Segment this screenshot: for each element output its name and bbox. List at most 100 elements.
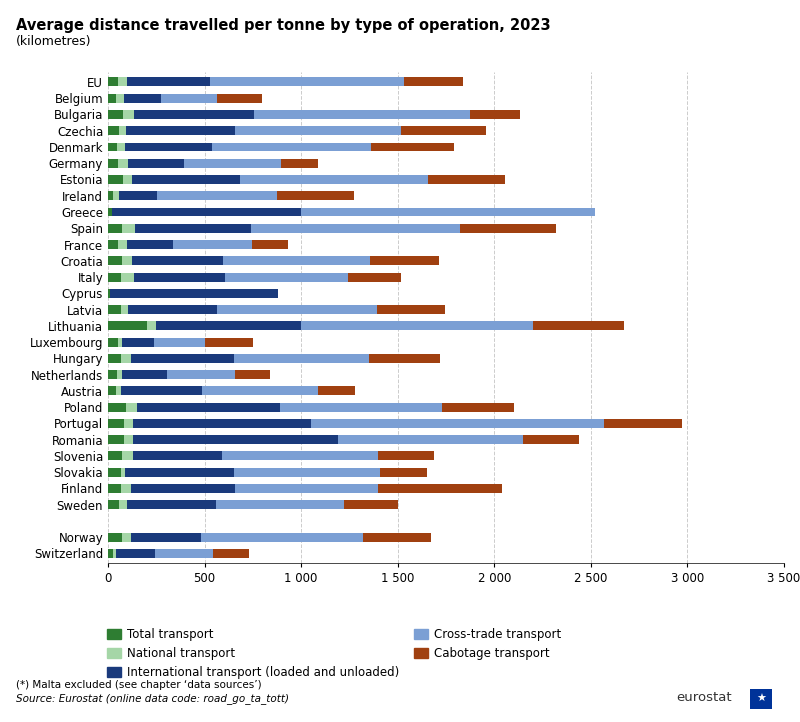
Bar [108,533,122,542]
Bar [108,94,116,103]
Bar [318,386,355,396]
Bar [108,484,121,493]
Bar [123,110,134,119]
Bar [118,191,158,200]
Bar [113,549,116,558]
Bar [234,354,369,362]
Bar [378,451,434,461]
Bar [133,451,222,461]
Bar [126,468,234,477]
Bar [161,94,217,103]
Bar [117,142,126,152]
Bar [127,77,210,87]
Bar [301,207,594,217]
Bar [217,94,262,103]
Bar [125,94,161,103]
Bar [134,273,225,282]
Bar [428,175,505,184]
Bar [108,403,126,412]
Text: ★: ★ [756,694,766,704]
Bar [108,175,123,184]
Bar [112,207,301,217]
Bar [126,142,212,152]
Bar [108,207,112,217]
Text: (kilometres): (kilometres) [16,35,91,48]
Bar [133,435,338,444]
Bar [470,110,520,119]
Bar [459,224,556,232]
Bar [363,533,430,542]
Bar [123,175,132,184]
Bar [173,240,252,249]
Bar [234,370,270,379]
Bar [154,338,205,347]
Bar [108,354,121,362]
Bar [155,549,213,558]
Bar [121,484,131,493]
Bar [135,224,251,232]
Bar [128,159,184,168]
Bar [108,451,122,461]
Bar [131,533,201,542]
Bar [202,386,318,396]
Legend: Total transport, National transport, International transport (loaded and unloade: Total transport, National transport, Int… [107,628,561,679]
Bar [132,175,240,184]
Bar [116,94,125,103]
Bar [205,338,253,347]
Bar [223,256,370,265]
Bar [251,224,459,232]
Bar [122,224,135,232]
Bar [108,370,117,379]
Bar [217,305,378,314]
Bar [121,305,128,314]
Bar [126,403,137,412]
Bar [277,191,354,200]
Bar [212,142,370,152]
Bar [533,321,624,330]
Bar [110,289,278,297]
Bar [118,126,126,135]
Bar [117,370,122,379]
Bar [128,305,217,314]
Text: Average distance travelled per tonne by type of operation, 2023: Average distance travelled per tonne by … [16,18,550,33]
Bar [108,435,125,444]
Bar [108,321,146,330]
Bar [254,110,470,119]
Bar [401,126,486,135]
Bar [122,533,131,542]
Bar [126,126,234,135]
Bar [370,142,454,152]
Bar [349,273,401,282]
Bar [442,403,514,412]
Bar [118,159,128,168]
Bar [523,435,579,444]
Bar [125,419,133,428]
Bar [301,321,533,330]
Bar [108,289,110,297]
Bar [137,403,280,412]
Bar [225,273,349,282]
Bar [133,419,310,428]
Bar [118,500,127,509]
Bar [121,468,126,477]
Bar [108,224,122,232]
Text: Source: Eurostat (online data code: road_go_ta_tott): Source: Eurostat (online data code: road… [16,693,289,704]
Bar [108,549,113,558]
Text: (*) Malta excluded (see chapter ‘data sources’): (*) Malta excluded (see chapter ‘data so… [16,679,262,690]
Bar [604,419,682,428]
Bar [280,403,442,412]
Bar [281,159,318,168]
Bar [118,77,127,87]
Bar [210,77,403,87]
Bar [127,500,216,509]
Bar [108,386,116,396]
Bar [108,468,121,477]
Bar [234,468,380,477]
Bar [131,484,235,493]
Bar [344,500,398,509]
Bar [108,500,118,509]
Bar [108,191,113,200]
Bar [108,126,118,135]
Bar [118,338,122,347]
Bar [125,435,133,444]
